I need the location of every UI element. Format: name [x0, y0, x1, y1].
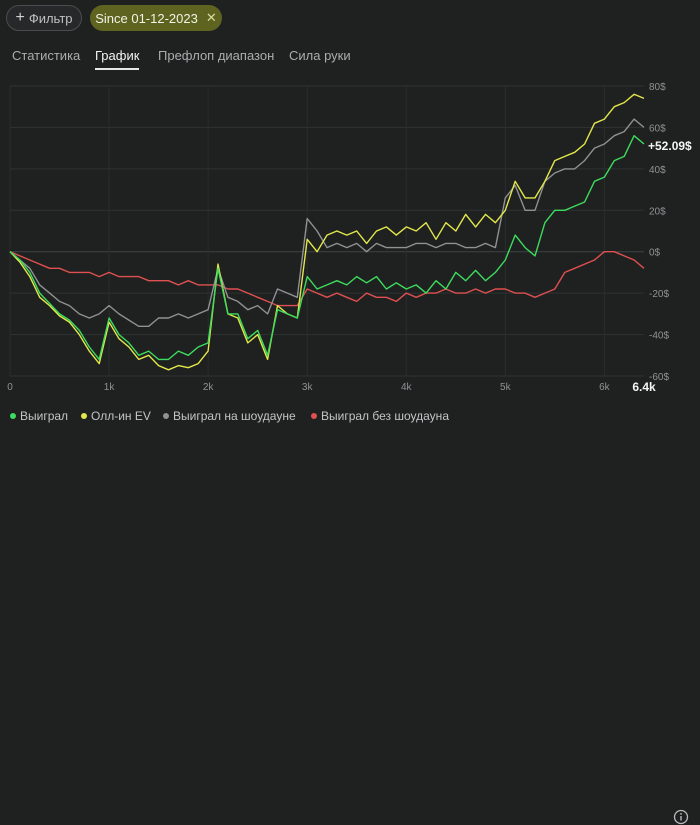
chart-legend: Выиграл Олл-ин EV Выиграл на шоудауне Вы…: [0, 404, 700, 825]
tab-statistics[interactable]: Статистика: [12, 48, 81, 63]
y-tick-label-5: -20$: [649, 289, 669, 300]
tab-graph[interactable]: График: [95, 48, 140, 70]
x-tick-label-5: 5k: [500, 382, 512, 393]
y-tick-label-3: 20$: [649, 206, 666, 217]
legend-item-won[interactable]: Выиграл: [10, 409, 68, 423]
plus-icon: +: [15, 9, 25, 26]
legend-item-non-showdown[interactable]: Выиграл без шоудауна: [311, 409, 449, 423]
legend-label-showdown: Выиграл на шоудауне: [173, 409, 296, 423]
info-icon[interactable]: [673, 809, 689, 825]
legend-label-non-showdown: Выиграл без шоудауна: [321, 409, 449, 423]
series-line-0: [9, 135, 645, 361]
x-tick-label-0: 0: [7, 382, 13, 393]
legend-dot-non-showdown: [311, 413, 317, 419]
series-line-2: [9, 118, 645, 328]
close-icon[interactable]: ✕: [205, 10, 217, 25]
date-filter-chip[interactable]: Since 01-12-2023 ✕: [90, 5, 222, 31]
y-tick-label-6: -40$: [649, 331, 669, 342]
legend-item-allin-ev[interactable]: Олл-ин EV: [81, 409, 151, 423]
legend-label-won: Выиграл: [20, 409, 69, 423]
y-tick-label-0: 80$: [649, 82, 666, 93]
y-tick-label-7: -60$: [649, 372, 669, 383]
legend-dot-showdown: [163, 413, 169, 419]
x-tick-label-4: 4k: [401, 382, 413, 393]
filter-button[interactable]: + Фильтр: [6, 5, 82, 31]
legend-label-allin-ev: Олл-ин EV: [91, 409, 151, 423]
y-tick-label-1: 60$: [649, 123, 666, 134]
x-tick-label-6: 6k: [599, 382, 611, 393]
series-line-3: [9, 250, 645, 307]
filter-button-label: Фильтр: [28, 10, 73, 26]
tab-preflop-range[interactable]: Префлоп диапазон: [158, 48, 275, 63]
legend-item-showdown[interactable]: Выиграл на шоудауне: [163, 409, 296, 423]
legend-dot-allin-ev: [81, 413, 87, 419]
series-line-1: [9, 93, 645, 371]
tab-hand-strength[interactable]: Сила руки: [289, 48, 351, 63]
legend-dot-won: [10, 413, 16, 419]
y-tick-label-4: 0$: [649, 248, 661, 259]
profit-chart[interactable]: 80$ 60$ 40$ 20$ 0$ -20$ -40$ -60$ 0 1k 2k 3k 4k 5k 6k 6…: [0, 74, 700, 400]
x-tick-label-3: 3k: [302, 382, 314, 393]
x-end-label: 6.4k: [632, 380, 656, 394]
x-tick-label-1: 1k: [104, 382, 116, 393]
x-tick-label-2: 2k: [203, 382, 215, 393]
tab-bar: Статистика График Префлоп диапазон Сила …: [0, 48, 700, 72]
y-tick-label-2: 40$: [649, 165, 666, 176]
final-value-label: +52.09$: [648, 139, 692, 153]
date-filter-chip-label: Since 01-12-2023: [95, 10, 198, 26]
toolbar: + Фильтр Since 01-12-2023 ✕: [0, 0, 700, 36]
